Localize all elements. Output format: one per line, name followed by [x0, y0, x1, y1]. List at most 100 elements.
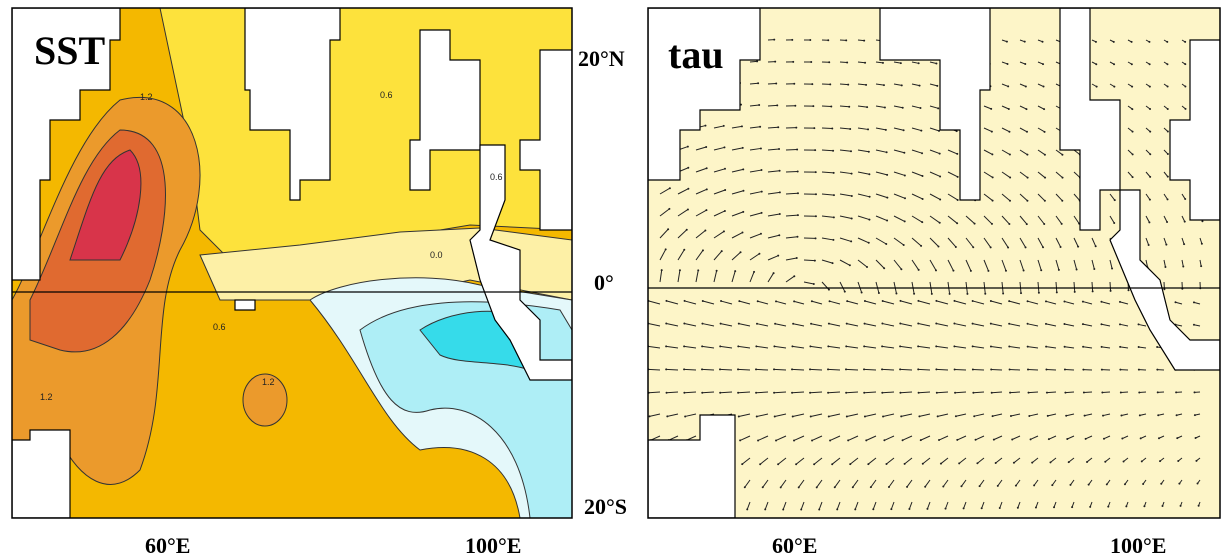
wind-vector-head — [1030, 438, 1032, 440]
wind-vector-head — [1045, 323, 1047, 325]
wind-vector-head — [1026, 223, 1028, 225]
wind-vector-head — [1048, 438, 1050, 440]
wind-vector-head — [902, 107, 904, 109]
wind-vector-head — [1142, 483, 1144, 485]
wind-vector-head — [984, 293, 986, 295]
wind-vector-head — [852, 486, 854, 488]
wind-vector-head — [701, 323, 703, 325]
wind-vector-head — [972, 300, 974, 302]
wind-vector-head — [1009, 154, 1011, 156]
wind-vector-head — [1120, 391, 1122, 393]
wind-vector-head — [939, 222, 941, 224]
wind-vector-head — [720, 323, 722, 325]
wind-vector-head — [899, 345, 901, 347]
wind-vector-head — [827, 368, 829, 370]
wind-vector-head — [1176, 437, 1178, 439]
wind-vector-head — [906, 486, 908, 488]
wind-vector-head — [791, 345, 793, 347]
wind-vector-head — [796, 149, 798, 151]
wind-vector-head — [1043, 86, 1045, 88]
wind-vector-head — [904, 220, 906, 222]
wind-vector-head — [811, 83, 813, 85]
wind-vector-head — [903, 244, 905, 246]
wind-vector-head — [1107, 506, 1109, 508]
wind-vector-head — [899, 392, 901, 394]
wind-vector — [786, 171, 798, 172]
wind-vector-head — [990, 246, 992, 248]
wind-vector-head — [913, 293, 915, 295]
wind-vector-head — [939, 198, 941, 200]
wind-vector-head — [832, 262, 834, 264]
tau-map — [647, 8, 1220, 518]
wind-vector-head — [697, 269, 699, 271]
wind-vector-head — [777, 255, 779, 257]
wind-vector-head — [904, 174, 906, 176]
wind-vector-head — [868, 151, 870, 153]
wind-vector-head — [1007, 63, 1009, 65]
wind-vector-head — [1084, 415, 1086, 417]
wind-vector-head — [1069, 484, 1071, 486]
wind-vector-head — [1148, 244, 1150, 246]
wind-vector-head — [1200, 265, 1202, 267]
wind-vector — [822, 128, 832, 129]
contour-label: 1.2 — [262, 377, 275, 387]
wind-vector-head — [991, 223, 993, 225]
wind-vector — [864, 369, 876, 370]
wind-vector-head — [836, 508, 838, 510]
wind-vector-head — [1051, 484, 1053, 486]
wind-vector-head — [1046, 392, 1048, 394]
wind-vector — [786, 193, 798, 194]
wind-vector-head — [818, 508, 820, 510]
wind-vector-head — [972, 368, 974, 370]
wind-vector-head — [773, 272, 775, 274]
wind-vector-head — [829, 439, 831, 441]
wind-vector-head — [861, 291, 863, 293]
wind-vector-head — [900, 62, 902, 64]
wind-vector-head — [1008, 346, 1010, 348]
wind-vector — [846, 369, 858, 370]
wind-vector-head — [845, 345, 847, 347]
wind-vector-head — [829, 83, 831, 85]
wind-vector-head — [1195, 460, 1197, 462]
wind-vector-head — [757, 82, 759, 84]
wind-vector-head — [881, 392, 883, 394]
wind-vector-head — [937, 245, 939, 247]
wind-vector-head — [1119, 346, 1121, 348]
wind-vector-head — [990, 300, 992, 302]
wind-vector-head — [1184, 221, 1186, 223]
wind-vector-head — [1007, 246, 1009, 248]
wind-vector-head — [955, 246, 957, 248]
wind-vector-head — [1044, 177, 1046, 179]
wind-vector-head — [979, 485, 981, 487]
wind-vector-head — [999, 507, 1001, 509]
wind-vector-head — [702, 300, 704, 302]
wind-vector-head — [760, 147, 762, 149]
wind-vector-head — [1149, 86, 1151, 88]
wind-vector-head — [956, 222, 958, 224]
wind-vector-head — [1131, 86, 1133, 88]
wind-vector-head — [1027, 177, 1029, 179]
wind-vector-head — [922, 198, 924, 200]
wind-vector-head — [1167, 198, 1169, 200]
wind-vector-head — [972, 323, 974, 325]
wind-vector-head — [828, 61, 830, 63]
wind-vector-head — [1033, 484, 1035, 486]
wind-vector-head — [661, 269, 663, 271]
wind-vector — [1047, 392, 1056, 393]
wind-vector-head — [757, 300, 759, 302]
wind-vector-head — [833, 194, 835, 196]
wind-vector-head — [939, 153, 941, 155]
wind-vector-head — [1061, 154, 1063, 156]
wind-vector-head — [1008, 108, 1010, 110]
wind-vector-head — [1009, 177, 1011, 179]
wind-vector-head — [1043, 108, 1045, 110]
wind-vector-head — [956, 153, 958, 155]
wind-vector-head — [665, 248, 667, 250]
wind-vector-head — [1058, 269, 1060, 271]
wind-vector-head — [1138, 323, 1140, 325]
wind-vector-head — [756, 416, 758, 418]
wind-vector-head — [918, 415, 920, 417]
wind-vector-head — [773, 368, 775, 370]
wind-vector-head — [993, 439, 995, 441]
wind-vector-head — [1119, 369, 1121, 371]
